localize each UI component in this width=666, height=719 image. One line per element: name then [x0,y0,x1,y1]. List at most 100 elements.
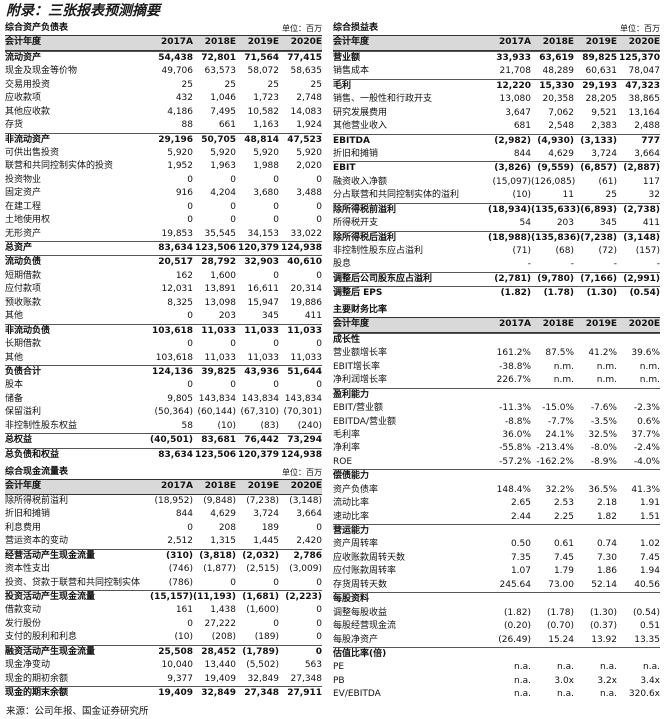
value-cell: 83,634 [158,243,193,253]
header-row: 会计年度 2017A 2018E 2019E 2020E [333,36,660,51]
table-row: EBIT (3,826) (9,559) (6,857) (2,887) [333,161,660,175]
value-cell: 32,903 [244,257,279,268]
label-cell: 每股经营现金流 [333,621,397,632]
value-cell: 51,644 [287,366,322,377]
label-cell: 销售成本 [333,66,370,77]
value-cell: 41.2% [588,348,617,359]
table-row: EV/EBITDA n.a. n.a. n.a. 320.6x [333,688,660,701]
value-cell: 320.6x [628,689,660,700]
label-cell: 其他 [5,352,24,363]
value-cell: n.a. [557,689,574,700]
empty-cell [574,470,617,483]
value-cell: 73.00 [548,579,574,590]
empty-cell [617,389,660,402]
value-cell: 63,619 [539,52,574,63]
value-cell: (786) [168,577,193,588]
value-cell: (9,559) [537,163,574,174]
value-cell: 2020E [628,319,660,330]
value-cell: (2,515) [246,564,279,575]
table: 综合资产负债表 单位：百万 会计年度 2017A 2018E 2019E 2020E 流动资产… [5,22,322,462]
table-row: 研究发展费用 3,647 7,062 9,521 13,164 [333,107,660,120]
value-cell: (83) [260,420,279,431]
label-cell: 调整后 EPS [333,288,383,299]
value-cell: -8.9% [590,456,617,467]
value-cell: 162 [175,270,193,281]
value-cell: 73,294 [287,435,322,446]
value-cell: (1.78) [546,607,574,618]
label-cell: 可供出售投资 [5,147,60,158]
unit: 单位：百万 [620,24,660,33]
value-cell: 124,938 [281,243,322,253]
value-cell: 77,415 [287,52,322,63]
value-cell: 24.1% [545,429,574,440]
table-row: 销售、一般性和行政开支 13,080 20,358 28,205 38,865 [333,93,660,106]
value-cell: (6,893) [580,204,617,215]
table: 主要财务比率 会计年度 2017A 2018E 2019E 2020E 成长性 营业额增长率 1… [333,304,660,702]
table-row: 其他 103,618 11,033 11,033 11,033 [5,352,322,365]
value-cell: (2,032) [242,550,279,561]
label-cell: 现金及现金等价物 [5,66,78,77]
table-row: 股本 0 0 0 0 [5,379,322,392]
label-cell: 调整后公司股东应占溢利 [333,273,433,284]
empty-cell [617,334,660,347]
empty-cell [574,648,617,661]
empty-cell [574,593,617,606]
label-cell: 应付款项 [5,284,42,295]
label-cell: 调整每股收益 [333,607,388,618]
value-cell: 13.92 [591,634,617,645]
value-cell: (0.54) [632,607,660,618]
value-cell: 0 [230,380,236,391]
label-cell: 长期借款 [5,339,42,350]
value-cell: 19,409 [204,673,237,684]
value-cell: 1.91 [639,498,660,509]
value-cell: 5,920 [296,147,322,158]
value-cell: 13,098 [204,297,237,308]
value-cell: (10) [512,190,531,201]
label-cell: 其他应收款 [5,106,51,117]
empty-cell [574,525,617,538]
label-cell: 股本 [5,380,24,391]
label-cell: 流动资产 [5,52,42,63]
value-cell: 2.18 [596,498,617,509]
table-row: EBIT增长率 -38.8% n.m. n.m. n.m. [333,361,660,374]
value-cell: (3,818) [199,550,236,561]
value-cell: 0 [187,339,193,350]
value-cell: 0 [316,632,322,643]
value-cell: (2,887) [623,163,660,174]
value-cell: (1.78) [543,288,574,299]
value-cell: 4,186 [167,106,193,117]
label-cell: 经营活动产生现金流量 [5,550,96,561]
value-cell: 2,748 [296,93,322,104]
value-cell: 38,865 [628,94,661,105]
value-cell: 32.5% [588,429,617,440]
value-cell: 11,033 [247,352,280,363]
value-cell: 2,786 [293,550,322,561]
value-cell: (5,502) [246,660,279,671]
value-cell: 5,920 [253,147,279,158]
table-row: 联营和共同控制实体的投资 1,952 1,963 1,988 2,020 [5,160,322,173]
value-cell: 245.64 [499,579,532,590]
label-cell: EBIT增长率 [333,361,381,372]
value-cell: 54 [519,218,531,229]
value-cell: 36.0% [502,429,531,440]
table-row: 调整后 EPS (1.82) (1.78) (1.30) (0.54) [333,286,660,300]
value-cell: 1.51 [639,511,660,522]
value-cell: 1,952 [167,161,193,172]
label-cell: 毛利率 [333,429,361,440]
value-cell: 1,315 [210,536,236,547]
table-row: 股息 - - - - [333,258,660,271]
label-cell: 支付的股利和利息 [5,632,78,643]
value-cell: 33,022 [290,228,323,239]
value-cell: n.m. [596,375,617,386]
value-cell: 27,911 [287,688,322,698]
value-cell: 661 [218,120,236,131]
value-cell: 4,629 [548,148,574,159]
table-row: 现金的期末余额 19,409 32,849 27,348 27,911 [5,686,322,700]
value-cell: n.m. [553,361,574,372]
value-cell: 844 [513,148,531,159]
value-cell: 27,348 [244,688,279,698]
value-cell: 103,618 [155,352,193,363]
value-cell: 2,420 [296,536,322,547]
table-row: 流动资产 54,438 72,801 71,564 77,415 [5,50,322,65]
value-cell: (40,501) [150,435,193,446]
